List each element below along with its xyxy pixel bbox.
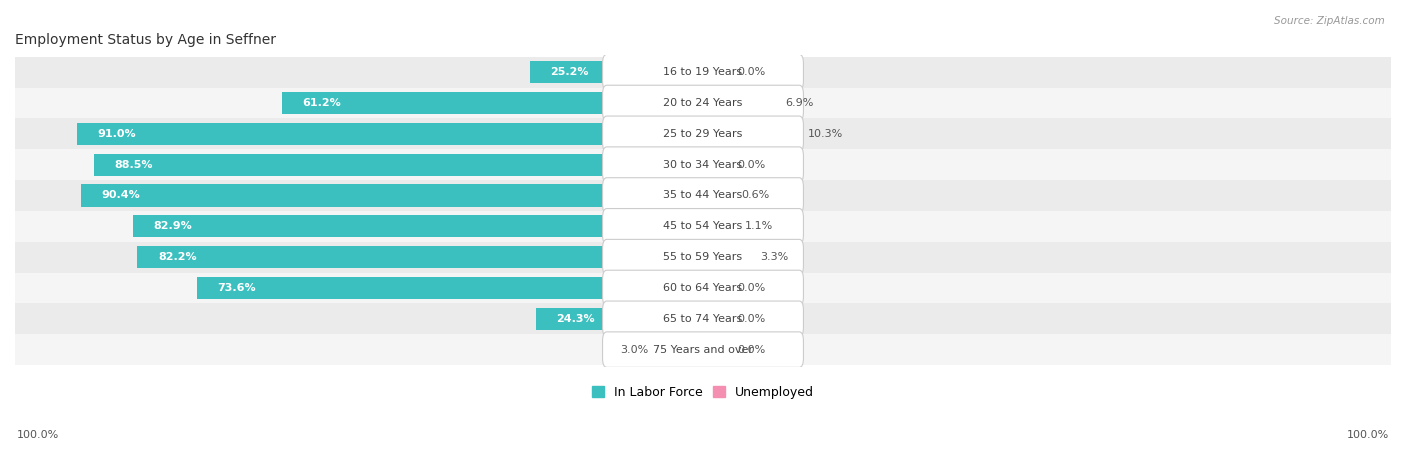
Text: 0.6%: 0.6% [741,190,769,200]
Bar [15,57,1391,87]
Bar [682,339,703,361]
Text: 3.3%: 3.3% [761,252,789,262]
Bar [283,92,703,114]
FancyBboxPatch shape [603,85,803,121]
Text: 35 to 44 Years: 35 to 44 Years [664,190,742,200]
FancyBboxPatch shape [603,178,803,213]
Bar [197,277,703,299]
Bar [15,211,1391,242]
Bar [530,61,703,83]
Bar [94,153,703,176]
Text: 25.2%: 25.2% [550,67,589,77]
Text: 0.0%: 0.0% [737,283,766,293]
Bar [132,215,703,237]
Bar [15,180,1391,211]
Text: 10.3%: 10.3% [808,129,844,139]
Text: 0.0%: 0.0% [737,160,766,170]
FancyBboxPatch shape [603,332,803,368]
Bar [82,184,703,207]
Text: 65 to 74 Years: 65 to 74 Years [664,314,742,324]
Text: 20 to 24 Years: 20 to 24 Years [664,98,742,108]
Text: Employment Status by Age in Seffner: Employment Status by Age in Seffner [15,33,276,47]
Text: 6.9%: 6.9% [785,98,813,108]
Text: 25 to 29 Years: 25 to 29 Years [664,129,742,139]
Text: 1.1%: 1.1% [745,221,773,231]
Bar [77,123,703,145]
Text: 91.0%: 91.0% [97,129,136,139]
Text: 3.0%: 3.0% [620,345,648,354]
Text: 100.0%: 100.0% [17,430,59,440]
Bar [703,215,710,237]
Text: 16 to 19 Years: 16 to 19 Years [664,67,742,77]
FancyBboxPatch shape [603,116,803,152]
Text: 60 to 64 Years: 60 to 64 Years [664,283,742,293]
Text: 45 to 54 Years: 45 to 54 Years [664,221,742,231]
Text: 75 Years and over: 75 Years and over [652,345,754,354]
Bar [15,242,1391,272]
Text: 0.0%: 0.0% [737,314,766,324]
FancyBboxPatch shape [603,270,803,306]
Text: 30 to 34 Years: 30 to 34 Years [664,160,742,170]
Text: 88.5%: 88.5% [115,160,153,170]
Bar [15,149,1391,180]
Text: 55 to 59 Years: 55 to 59 Years [664,252,742,262]
Bar [703,123,773,145]
Text: 24.3%: 24.3% [557,314,595,324]
Legend: In Labor Force, Unemployed: In Labor Force, Unemployed [586,381,820,404]
FancyBboxPatch shape [603,208,803,244]
Text: 0.0%: 0.0% [737,345,766,354]
Bar [703,246,725,268]
FancyBboxPatch shape [603,239,803,275]
Bar [15,304,1391,334]
Text: Source: ZipAtlas.com: Source: ZipAtlas.com [1274,16,1385,26]
Bar [15,118,1391,149]
Bar [536,308,703,330]
Bar [15,334,1391,365]
FancyBboxPatch shape [603,55,803,90]
Text: 61.2%: 61.2% [302,98,342,108]
Text: 90.4%: 90.4% [101,190,141,200]
Bar [703,92,751,114]
Text: 82.9%: 82.9% [153,221,193,231]
Bar [138,246,703,268]
Text: 100.0%: 100.0% [1347,430,1389,440]
Bar [703,184,707,207]
Text: 0.0%: 0.0% [737,67,766,77]
FancyBboxPatch shape [603,301,803,336]
Bar [15,272,1391,304]
Text: 82.2%: 82.2% [157,252,197,262]
FancyBboxPatch shape [603,147,803,182]
Bar [15,87,1391,118]
Text: 73.6%: 73.6% [218,283,256,293]
